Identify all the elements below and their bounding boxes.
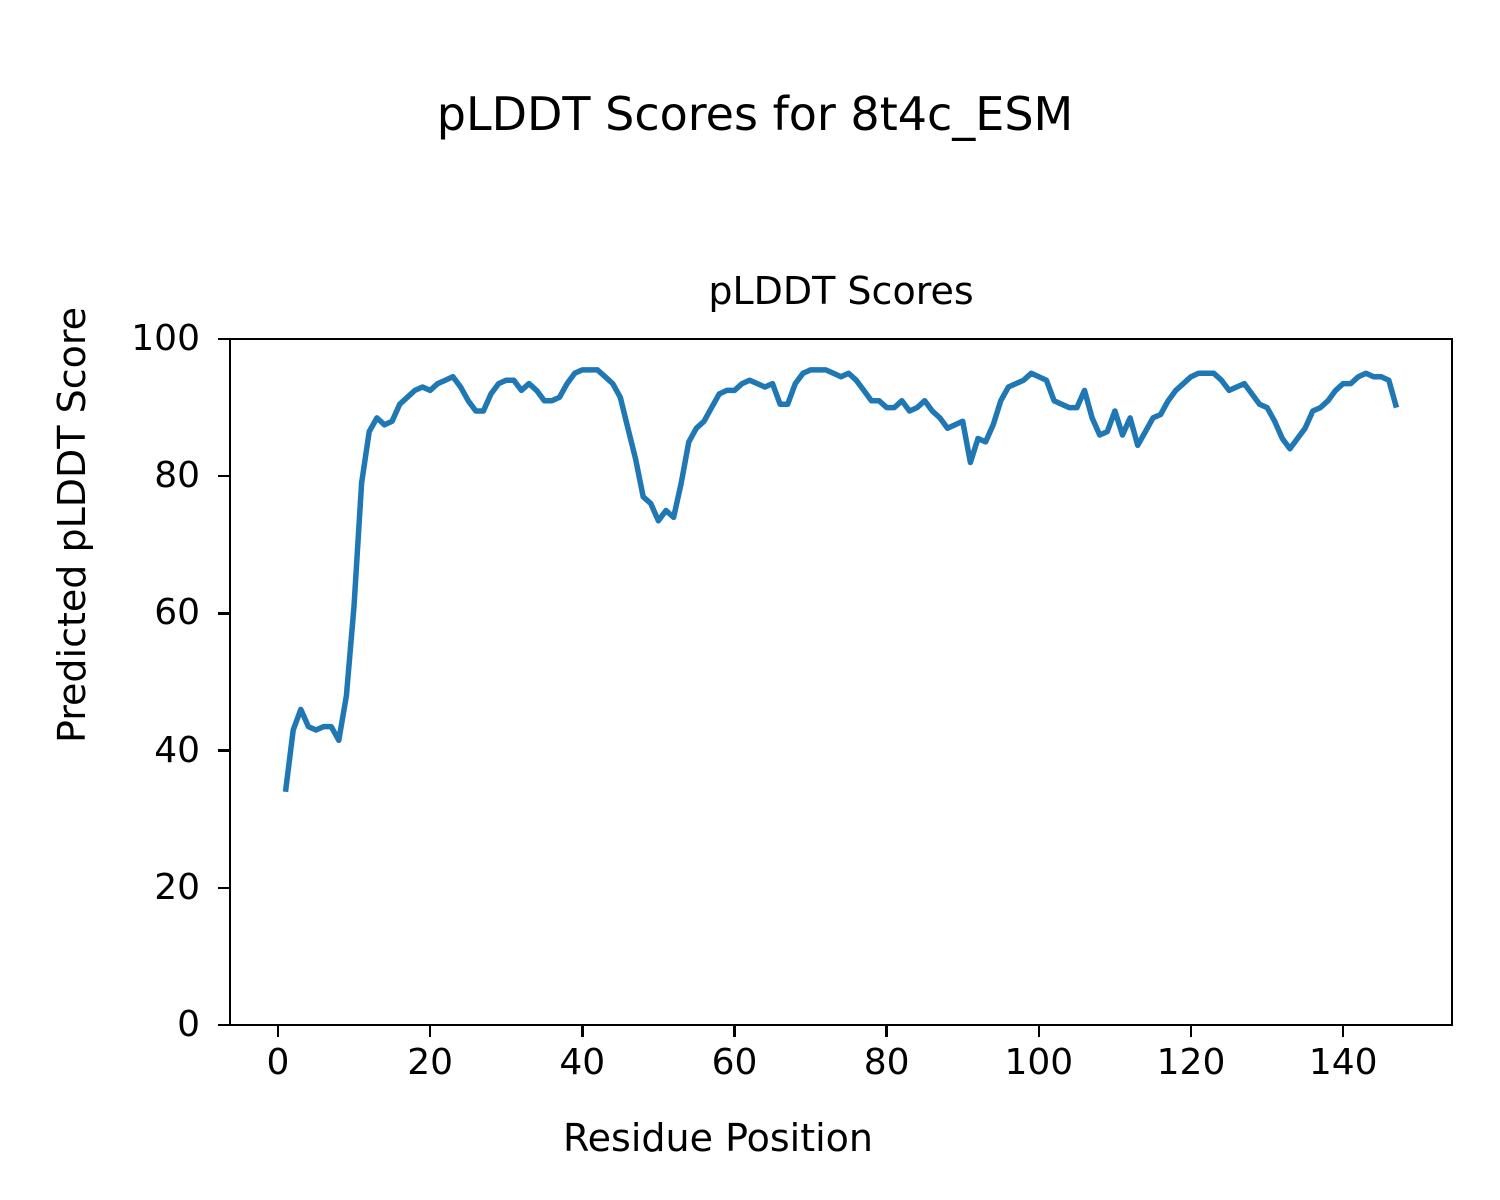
x-tick-label: 120 (1156, 1042, 1226, 1083)
y-tick-mark (218, 474, 230, 478)
y-tick-label: 20 (154, 866, 200, 908)
y-tick-label: 40 (154, 729, 200, 771)
x-tick-mark (276, 1025, 280, 1037)
y-tick-mark (218, 749, 230, 752)
axes-frame (229, 338, 1453, 1026)
x-axis-label: Residue Position (562, 1116, 874, 1160)
x-tick-mark (733, 1025, 736, 1037)
y-tick-mark (218, 1023, 230, 1027)
y-tick-label: 60 (154, 592, 200, 634)
x-tick-label: 80 (863, 1042, 910, 1083)
x-tick-label: 60 (711, 1042, 758, 1083)
y-tick-label: 100 (131, 318, 200, 359)
x-tick-label: 40 (559, 1042, 606, 1083)
x-tick-mark (1189, 1025, 1193, 1037)
y-tick-mark (218, 612, 230, 615)
x-tick-label: 100 (1004, 1042, 1074, 1083)
x-tick-mark (885, 1025, 888, 1037)
figure-suptitle: pLDDT Scores for 8t4c_ESM (436, 87, 1074, 141)
x-tick-label: 0 (266, 1042, 290, 1083)
y-tick-label: 0 (177, 1004, 200, 1045)
x-tick-mark (428, 1025, 432, 1037)
y-axis-label: Predicted pLDDT Score (50, 307, 94, 743)
plddt-line-series (282, 367, 1400, 793)
y-tick-mark (218, 337, 230, 341)
x-tick-label: 20 (407, 1042, 453, 1083)
y-tick-label: 80 (154, 455, 200, 497)
y-tick-mark (218, 886, 230, 889)
axes-title: pLDDT Scores (708, 269, 974, 313)
x-tick-mark (581, 1025, 584, 1037)
plddt-line-chart (282, 367, 1400, 793)
x-tick-mark (1037, 1025, 1041, 1037)
x-tick-label: 140 (1308, 1042, 1378, 1083)
x-tick-mark (1341, 1025, 1345, 1037)
